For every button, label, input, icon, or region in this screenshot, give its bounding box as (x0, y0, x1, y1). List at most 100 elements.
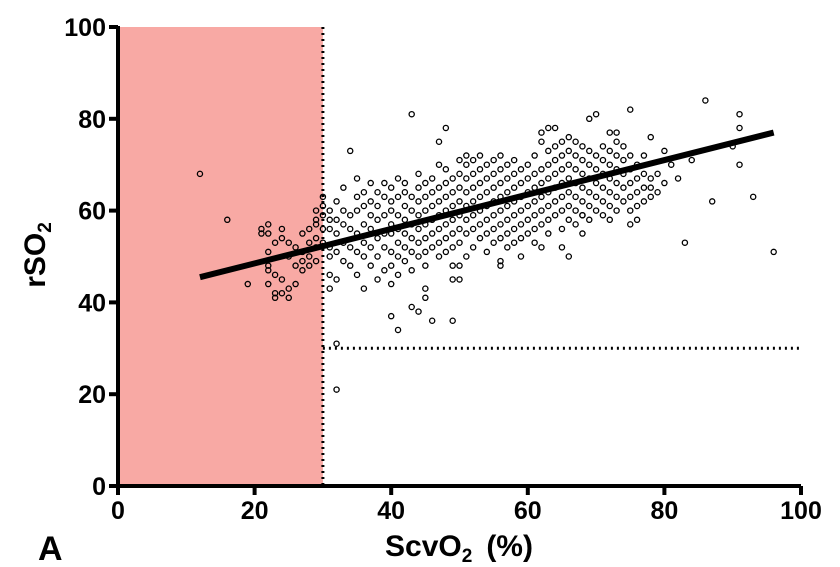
data-point (360, 221, 368, 228)
data-point (422, 262, 429, 269)
data-point (538, 221, 545, 228)
data-point (633, 216, 641, 224)
panel-label: A (38, 530, 63, 567)
data-point (312, 216, 320, 224)
data-point (374, 216, 381, 224)
data-point (572, 138, 579, 145)
data-point (367, 211, 374, 219)
data-point (647, 193, 654, 201)
data-point (579, 211, 586, 219)
data-point (538, 193, 545, 201)
data-point (517, 253, 525, 260)
data-point (524, 175, 532, 182)
data-point (265, 221, 272, 228)
data-point (572, 166, 579, 173)
data-point (442, 166, 450, 173)
data-point (435, 161, 443, 168)
x-tick-label: 100 (780, 497, 822, 525)
data-point (565, 175, 573, 182)
data-point (524, 230, 532, 237)
data-point (422, 179, 429, 187)
data-point (265, 280, 272, 288)
data-point (258, 230, 265, 237)
data-point (586, 161, 593, 168)
data-point (360, 239, 368, 246)
data-point (415, 184, 422, 191)
data-point (401, 230, 409, 237)
data-point (558, 166, 566, 173)
data-point (449, 276, 456, 283)
data-point (415, 198, 422, 205)
x-tick-label: 40 (377, 497, 405, 525)
data-point (449, 262, 456, 269)
data-point (620, 198, 627, 205)
data-point (592, 179, 600, 187)
data-point (606, 188, 614, 196)
data-point (360, 253, 368, 260)
data-point (387, 280, 395, 288)
data-point (469, 211, 477, 219)
data-point (387, 198, 395, 205)
data-point (340, 184, 347, 191)
data-point (346, 211, 354, 219)
data-point (449, 230, 456, 237)
data-point (572, 207, 579, 214)
data-point (394, 175, 402, 182)
data-point (401, 216, 409, 224)
data-point (422, 285, 429, 292)
data-point (469, 156, 477, 164)
data-point (558, 244, 566, 251)
data-point (422, 294, 429, 302)
data-point (422, 234, 429, 242)
y-tick-label: 80 (78, 106, 106, 134)
data-point (592, 193, 600, 201)
data-point (579, 184, 586, 191)
data-point (305, 262, 313, 269)
data-point (579, 230, 586, 237)
data-point (476, 179, 484, 187)
data-point (497, 207, 504, 214)
data-point (572, 152, 579, 159)
data-point (517, 221, 525, 228)
data-point (422, 193, 429, 201)
data-point (360, 202, 368, 210)
data-point (654, 188, 661, 196)
data-point (415, 170, 422, 178)
data-point (531, 198, 538, 205)
data-point (271, 239, 279, 246)
data-point (620, 143, 627, 150)
data-point (442, 234, 450, 242)
data-point (415, 225, 422, 233)
data-point (572, 193, 579, 201)
data-point (504, 161, 511, 168)
data-point (558, 193, 566, 201)
data-point (606, 129, 614, 136)
data-point (456, 225, 463, 233)
data-point (565, 147, 573, 155)
data-point (538, 166, 545, 173)
data-point (551, 198, 559, 205)
data-point (305, 253, 313, 260)
data-point (579, 156, 586, 164)
data-point (640, 170, 648, 178)
data-point (572, 221, 579, 228)
data-point (497, 234, 504, 242)
data-point (599, 211, 607, 219)
data-point (394, 253, 402, 260)
data-point (627, 106, 634, 113)
data-point (285, 239, 292, 246)
y-tick-label: 60 (78, 198, 106, 226)
data-point (524, 216, 532, 224)
y-tick-label: 20 (78, 381, 106, 409)
data-point (333, 198, 340, 205)
data-point (463, 152, 470, 159)
data-point (408, 248, 415, 256)
data-point (415, 211, 422, 219)
data-point (517, 234, 525, 242)
data-point (736, 110, 743, 118)
data-point (333, 276, 340, 283)
data-point (545, 124, 552, 132)
x-tick-label: 80 (650, 497, 678, 525)
data-point (449, 317, 456, 325)
